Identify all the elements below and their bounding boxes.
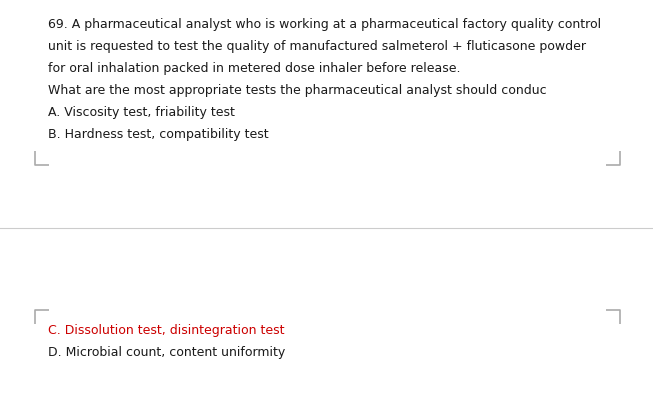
Text: D. Microbial count, content uniformity: D. Microbial count, content uniformity bbox=[48, 346, 285, 359]
Text: B. Hardness test, compatibility test: B. Hardness test, compatibility test bbox=[48, 128, 268, 141]
Text: A. Viscosity test, friability test: A. Viscosity test, friability test bbox=[48, 106, 235, 119]
Text: 69. A pharmaceutical analyst who is working at a pharmaceutical factory quality : 69. A pharmaceutical analyst who is work… bbox=[48, 18, 601, 31]
Text: What are the most appropriate tests the pharmaceutical analyst should conduc: What are the most appropriate tests the … bbox=[48, 84, 547, 97]
Text: for oral inhalation packed in metered dose inhaler before release.: for oral inhalation packed in metered do… bbox=[48, 62, 460, 75]
Text: unit is requested to test the quality of manufactured salmeterol + fluticasone p: unit is requested to test the quality of… bbox=[48, 40, 586, 53]
Text: C. Dissolution test, disintegration test: C. Dissolution test, disintegration test bbox=[48, 324, 285, 337]
